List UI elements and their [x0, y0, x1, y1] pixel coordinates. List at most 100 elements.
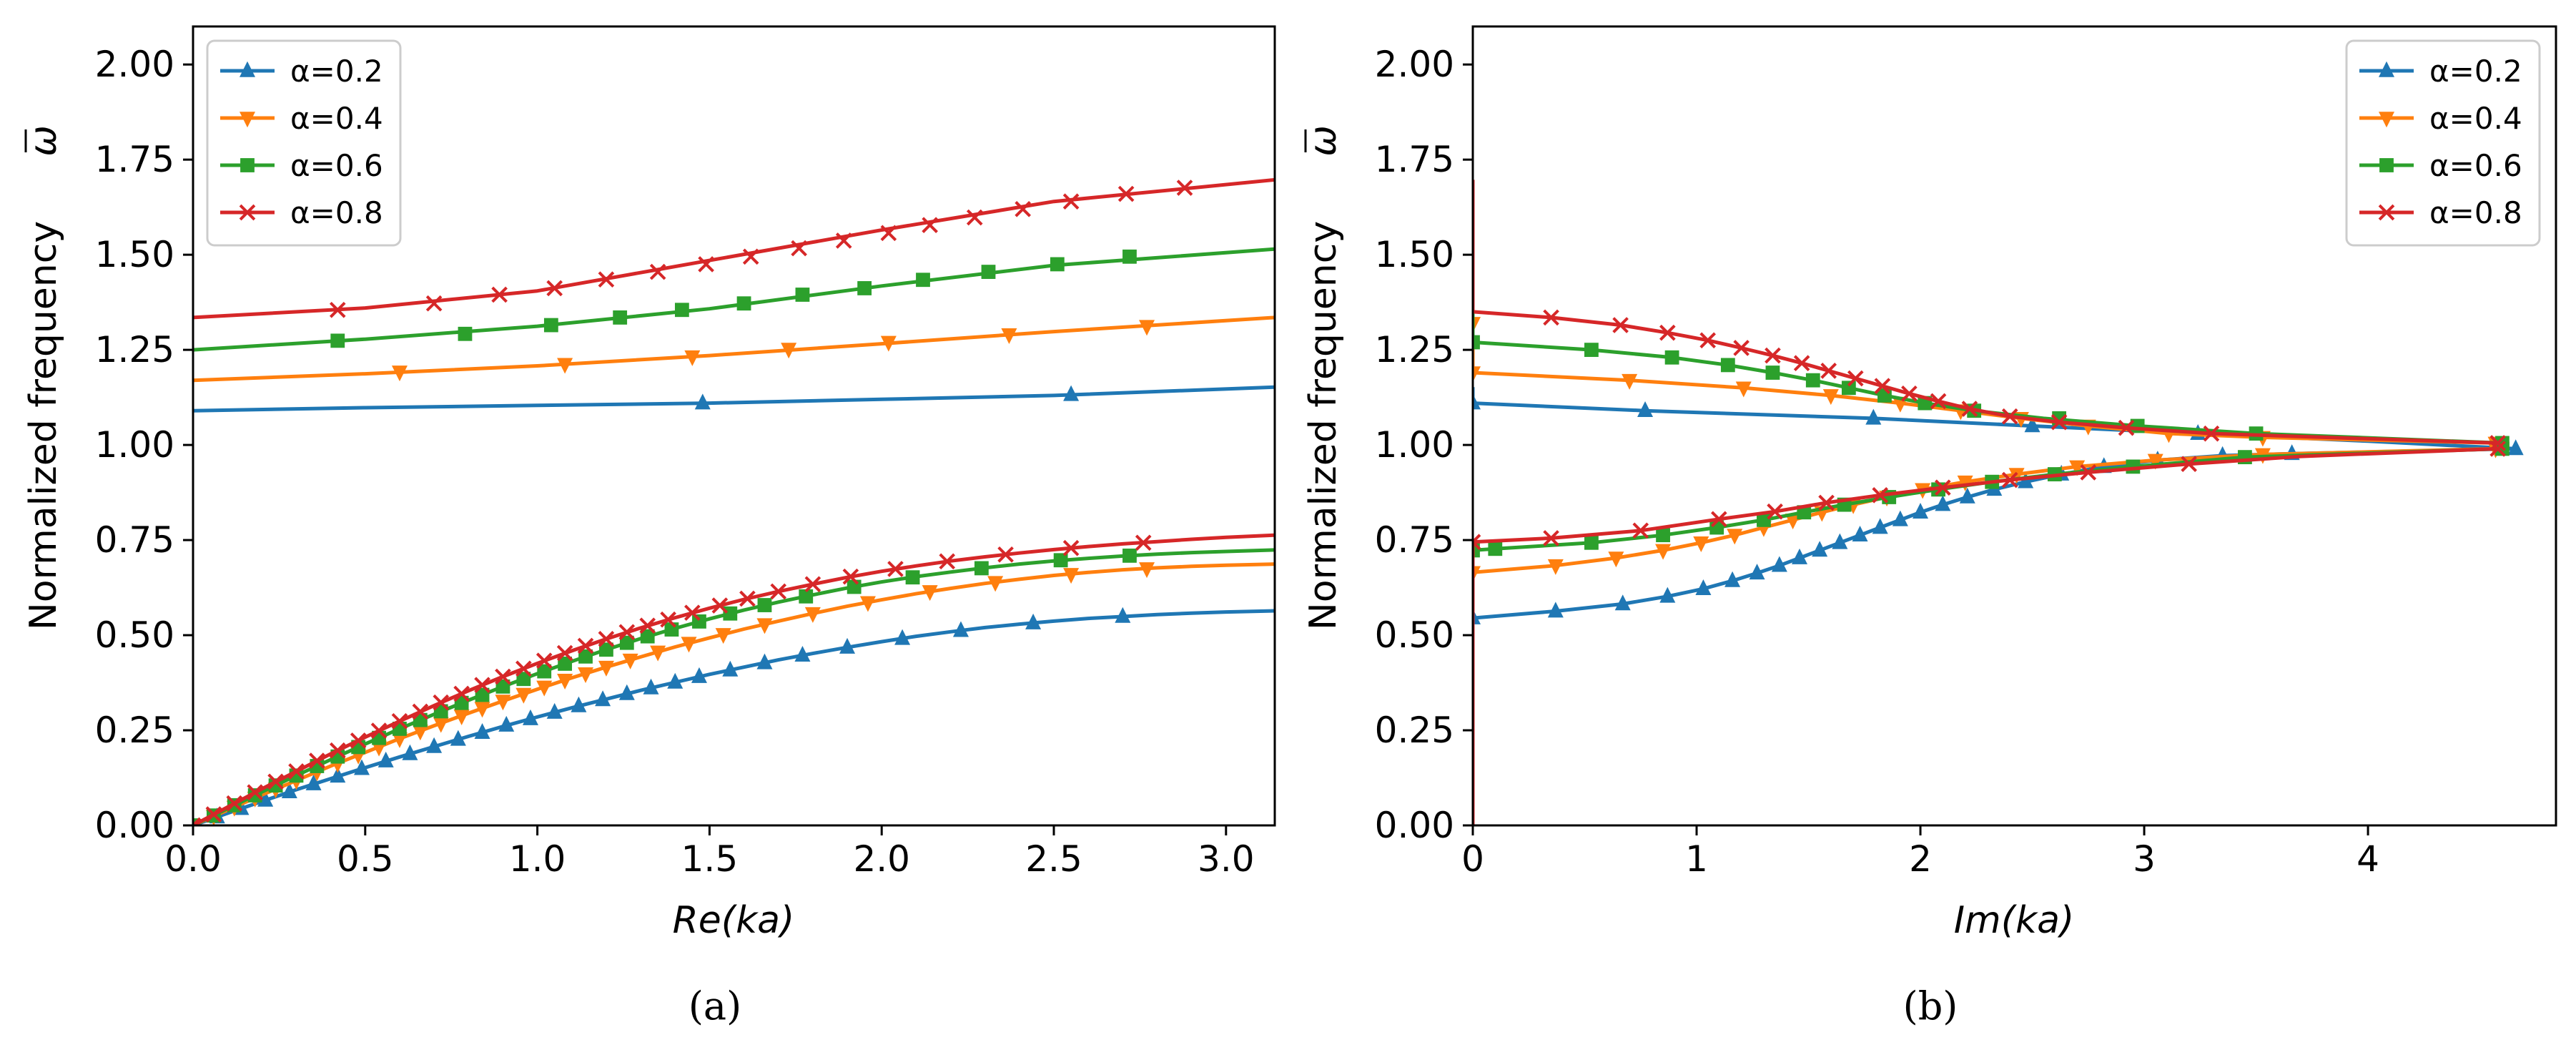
series-b-3-b1-marker-1 — [1543, 530, 1559, 546]
series-b-3-b1-marker-10 — [2181, 456, 2197, 473]
series-a-3-b1-marker-1 — [205, 806, 222, 823]
series-a-2-b1-marker-32 — [1122, 548, 1137, 563]
series-a-0-b0-marker-1 — [1063, 385, 1080, 401]
series-a-1-b1-marker-20 — [598, 660, 614, 677]
series-a-3-b0-marker-6 — [698, 256, 714, 273]
series-a-0-b1-marker-13 — [498, 715, 515, 732]
series-b-0-b1-marker-14 — [1913, 503, 1929, 519]
series-b-3-b0-marker-7 — [1820, 363, 1837, 379]
series-b-2-b0-marker-4 — [1765, 365, 1780, 380]
series-a-3-b1-marker-15 — [495, 668, 511, 685]
series-a-2-b1-marker-15 — [495, 679, 510, 694]
series-a-3-b1-marker-34 — [1135, 534, 1152, 551]
series-a-3-b0-marker-4 — [598, 271, 615, 288]
caption-a: (a) — [689, 983, 741, 1029]
series-a-0-b1-marker-29 — [1115, 607, 1131, 623]
series-a-2-b0-marker-7 — [857, 281, 872, 295]
series-a-3-b1-marker-5 — [288, 763, 305, 780]
series-b-0-b1-marker-10 — [1832, 533, 1848, 549]
series-b-0-b1-marker-11 — [1852, 525, 1868, 541]
series-a-3-b1-marker-21 — [618, 624, 636, 641]
series-b-3-b0-marker-13 — [2001, 408, 2018, 425]
series-a-0-b1-marker-19 — [643, 678, 659, 695]
legend-b-1-marker-0 — [2379, 112, 2394, 128]
series-a-3-b1-marker-25 — [711, 597, 729, 614]
series-a-3-b0-marker-14 — [1062, 193, 1080, 210]
series-b-3-b0-marker-12 — [1961, 401, 1978, 417]
series-a-3-b1-marker-8 — [350, 732, 367, 749]
x-axis-label-a: Re(ka) — [673, 899, 795, 942]
y-tick-label-b-6: 1.50 — [1375, 234, 1454, 275]
series-b-3 — [1473, 180, 2506, 825]
series-a-2-b1-marker-16 — [516, 672, 531, 687]
x-tick-label-b-2: 2 — [1909, 838, 1932, 880]
series-b-1-b0-marker-2 — [1622, 373, 1638, 390]
legend-a-label-3: α=0.8 — [290, 195, 383, 230]
series-b-3-b0-marker-15 — [2118, 419, 2135, 436]
series-a-2-b0-marker-0 — [330, 333, 345, 348]
series-a-3-b0-marker-10 — [880, 225, 897, 242]
y-tick-label-b-8: 2.00 — [1375, 44, 1454, 85]
series-b-3-b0-marker-14 — [2051, 413, 2068, 431]
y-axis-label-b-text: Normalized frequency — [1302, 221, 1345, 630]
x-axis-label-b: Im(ka) — [1954, 899, 2075, 942]
series-b-0-b1-marker-0 — [1473, 608, 1481, 624]
series-b-1-b1-marker-5 — [1727, 529, 1743, 545]
series-a-3-b0-marker-11 — [922, 217, 938, 233]
series-a-2-b1-marker-26 — [757, 598, 772, 612]
series-a-1-b0-marker-2 — [684, 350, 701, 366]
series-b-0-b0-marker-5 — [2507, 439, 2524, 456]
series-a-1-b1-marker-28 — [922, 585, 938, 602]
legend-a-item-0: α=0.2 — [220, 54, 383, 89]
y-tick-label-b-1: 0.25 — [1375, 710, 1454, 751]
series-a-1-b1-marker-23 — [681, 637, 697, 653]
series-a-3-b1-marker-20 — [598, 631, 615, 647]
series-a-2-b0-marker-10 — [1050, 257, 1065, 272]
series-a-3-b0-marker-2 — [491, 286, 508, 303]
series-a-2-b0-marker-8 — [916, 273, 930, 288]
series-b-3-b0-marker-4 — [1733, 340, 1750, 356]
y-tick-label-a-4: 1.00 — [95, 424, 174, 466]
series-a-1-b1-marker-18 — [557, 674, 573, 690]
series-a-3-b0-marker-5 — [649, 263, 666, 280]
legend-a-item-2: α=0.6 — [220, 148, 383, 183]
series-a-1-b1-marker-30 — [1063, 568, 1080, 584]
series-b-3-b1-marker-0 — [1473, 534, 1481, 551]
series-a-3-b0-marker-3 — [546, 280, 563, 297]
series-a-3-b1-marker-27 — [770, 583, 787, 600]
series-a-2-b1-marker-27 — [799, 589, 814, 604]
series-b-0-b0-marker-2 — [1865, 408, 1882, 425]
y-tick-label-b-7: 1.75 — [1375, 139, 1454, 180]
series-a-1 — [193, 315, 1275, 825]
legend-b-label-0: α=0.2 — [2429, 54, 2522, 89]
series-a-2-b1-marker-17 — [537, 664, 552, 679]
series-a-1-b1-marker-26 — [804, 607, 821, 623]
series-b-3-b0-marker-10 — [1901, 385, 1918, 402]
series-a-0 — [193, 385, 1275, 825]
series-a-1-b0-marker-1 — [557, 358, 573, 374]
legend-b-label-1: α=0.4 — [2429, 101, 2522, 136]
series-a-3-b0-marker-16 — [1176, 180, 1193, 196]
series-a-1-b0-marker-4 — [880, 335, 897, 352]
series-a-3-b1-marker-12 — [433, 694, 450, 711]
series-b-3-b1-marker-8 — [2001, 471, 2018, 489]
series-b-3-b1-marker-4 — [1767, 503, 1783, 520]
series-b-2-b0-marker-0 — [1473, 335, 1480, 350]
series-b-1-b1-marker-3 — [1655, 544, 1672, 560]
series-a-2-b1-marker-29 — [905, 570, 920, 585]
x-tick-label-b-3: 3 — [2133, 838, 2156, 880]
series-b-3-b0-marker-9 — [1874, 378, 1891, 394]
x-tick-label-a-4: 2.0 — [853, 838, 910, 880]
series-a-1-b1-marker-24 — [715, 628, 731, 644]
series-a-3-b1-marker-19 — [577, 637, 594, 654]
legend-b-item-2: α=0.6 — [2359, 148, 2522, 183]
series-a-3-b1-marker-6 — [309, 752, 325, 769]
y-tick-label-a-2: 0.50 — [95, 614, 174, 656]
series-a-3-b1-marker-24 — [684, 604, 701, 621]
series-b-2-b1-marker-0 — [1473, 543, 1480, 558]
y-axis-label-a-text: Normalized frequency — [22, 221, 65, 630]
y-tick-label-b-2: 0.50 — [1375, 614, 1454, 656]
y-tick-label-b-0: 0.00 — [1375, 805, 1454, 846]
y-tick-label-a-5: 1.25 — [95, 329, 174, 371]
svg-text:ω: ω — [1302, 125, 1345, 157]
